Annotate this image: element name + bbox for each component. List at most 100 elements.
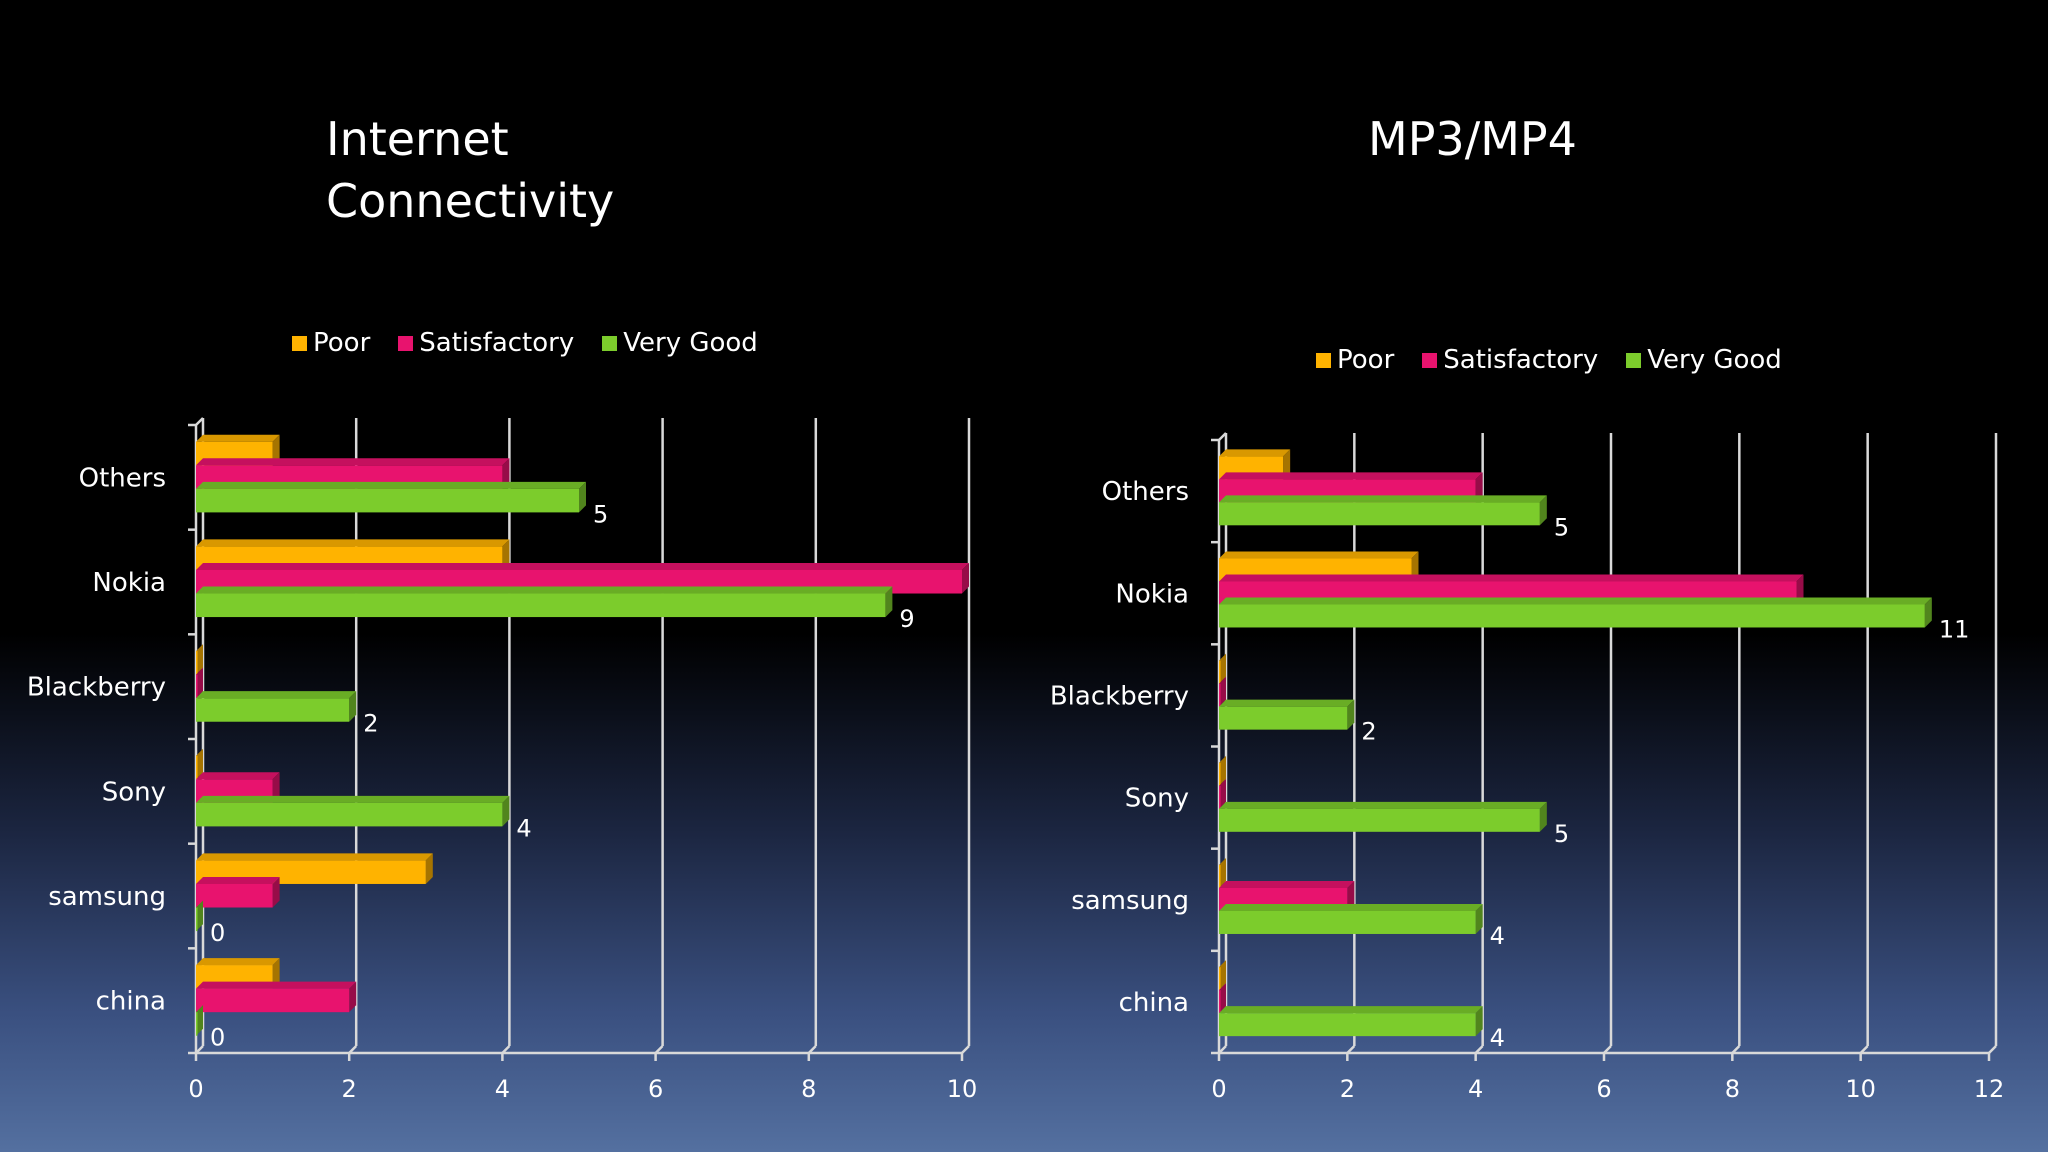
bar-end-poor — [1219, 653, 1226, 684]
category-label: Nokia — [92, 568, 166, 598]
category-label: Sony — [102, 777, 166, 807]
legend-swatch-poor — [1316, 352, 1331, 368]
bar-top-satisfactory — [1219, 574, 1804, 582]
x-tick-label: 6 — [1596, 1075, 1611, 1103]
bar-top-satisfactory — [1219, 472, 1483, 480]
bar-end-very-good — [196, 900, 203, 932]
bar-top-poor — [196, 853, 433, 861]
bar-end-satisfactory — [196, 667, 203, 699]
category-label: Others — [79, 463, 166, 493]
bar-end-satisfactory — [1475, 472, 1483, 503]
floor-gridline — [1988, 1045, 1997, 1054]
data-label: 4 — [516, 814, 531, 842]
data-label: 5 — [593, 500, 608, 528]
bar-end-very-good — [349, 691, 357, 722]
bar-top-very-good — [1219, 597, 1932, 605]
legend-item-very-good: Very Good — [602, 328, 758, 358]
data-label: 5 — [1554, 820, 1569, 848]
x-tick-label: 2 — [1340, 1075, 1355, 1103]
data-label: 2 — [363, 710, 378, 738]
bar-end-very-good — [1539, 495, 1547, 526]
bar-end-poor — [196, 644, 203, 675]
chart-title-mp3: MP3/MP4 — [1368, 112, 1577, 166]
legend-item-satisfactory: Satisfactory — [398, 328, 574, 358]
x-tick-label: 8 — [1725, 1075, 1740, 1103]
legend-label-very-good: Very Good — [623, 328, 758, 358]
bar-end-satisfactory — [962, 562, 969, 594]
category-label: Nokia — [1115, 579, 1189, 609]
bar-top-very-good — [196, 481, 586, 489]
bar-top-satisfactory — [196, 458, 510, 466]
data-label: 9 — [899, 605, 914, 633]
x-tick-label: 6 — [648, 1075, 663, 1103]
bar-top-poor — [1219, 551, 1419, 559]
bar-end-very-good — [1475, 903, 1483, 934]
category-label: china — [1119, 988, 1189, 1018]
bar-satisfactory — [196, 988, 350, 1013]
bar-poor — [1219, 967, 1221, 991]
bar-very-good — [1219, 502, 1540, 526]
bar-top-satisfactory — [196, 772, 280, 780]
bar-satisfactory — [1219, 683, 1221, 707]
bar-end-poor — [1219, 960, 1226, 991]
y-axis-top — [195, 417, 204, 426]
bar-very-good — [196, 488, 579, 513]
bar-end-poor — [1283, 449, 1291, 480]
bar-end-very-good — [579, 481, 586, 513]
legend-label-satisfactory: Satisfactory — [419, 328, 575, 358]
legend-swatch-very-good — [602, 335, 618, 351]
data-label: 2 — [1361, 718, 1376, 746]
data-label: 11 — [1939, 615, 1970, 643]
bar-satisfactory — [196, 674, 198, 699]
bar-very-good — [1219, 808, 1540, 832]
bar-very-good — [1219, 1013, 1476, 1037]
legend-item-poor: Poor — [1316, 345, 1394, 375]
bar-very-good — [196, 1012, 198, 1036]
bar-end-satisfactory — [1219, 983, 1226, 1014]
bar-top-poor — [196, 958, 280, 966]
bar-top-satisfactory — [196, 876, 280, 884]
x-tick-label: 0 — [188, 1075, 203, 1103]
y-axis-top — [1218, 432, 1227, 441]
bar-top-very-good — [1219, 903, 1483, 911]
legend-item-satisfactory: Satisfactory — [1422, 345, 1598, 375]
legend-mp3: Poor Satisfactory Very Good — [1316, 345, 1782, 375]
data-label: 4 — [1490, 922, 1505, 950]
bar-top-very-good — [1219, 1006, 1483, 1014]
bar-poor — [1219, 660, 1221, 684]
category-label: Sony — [1125, 784, 1189, 814]
bar-end-poor — [1411, 551, 1419, 582]
category-label: samsung — [48, 882, 166, 912]
category-label: Blackberry — [27, 673, 166, 703]
bar-end-poor — [1219, 755, 1226, 786]
bar-end-satisfactory — [1219, 778, 1226, 809]
legend-internet: Poor Satisfactory Very Good — [292, 328, 758, 358]
chart-title-internet: Internet Connectivity — [326, 112, 615, 228]
bar-end-very-good — [1539, 801, 1547, 832]
bar-end-poor — [1219, 858, 1226, 889]
bar-end-poor — [502, 539, 510, 570]
x-tick-label: 4 — [1468, 1075, 1483, 1103]
bar-end-satisfactory — [349, 981, 357, 1013]
bar-top-very-good — [196, 586, 893, 594]
bar-top-satisfactory — [196, 562, 969, 570]
data-label: 4 — [1490, 1024, 1505, 1052]
bar-end-very-good — [1475, 1006, 1483, 1037]
legend-swatch-poor — [292, 335, 307, 351]
bar-satisfactory — [196, 883, 273, 908]
x-tick-label: 2 — [342, 1075, 357, 1103]
legend-swatch-satisfactory — [398, 335, 414, 351]
x-tick-label: 10 — [1845, 1075, 1876, 1103]
bar-end-poor — [272, 958, 280, 989]
bar-end-satisfactory — [272, 876, 280, 908]
bar-end-very-good — [196, 1005, 203, 1036]
legend-swatch-very-good — [1626, 352, 1642, 368]
bar-top-very-good — [1219, 699, 1355, 707]
floor-gridline — [961, 1045, 970, 1054]
bar-top-very-good — [196, 691, 357, 699]
bar-end-satisfactory — [272, 772, 280, 803]
legend-label-poor: Poor — [313, 328, 371, 358]
bar-very-good — [1219, 706, 1348, 730]
data-label: 5 — [1554, 513, 1569, 541]
